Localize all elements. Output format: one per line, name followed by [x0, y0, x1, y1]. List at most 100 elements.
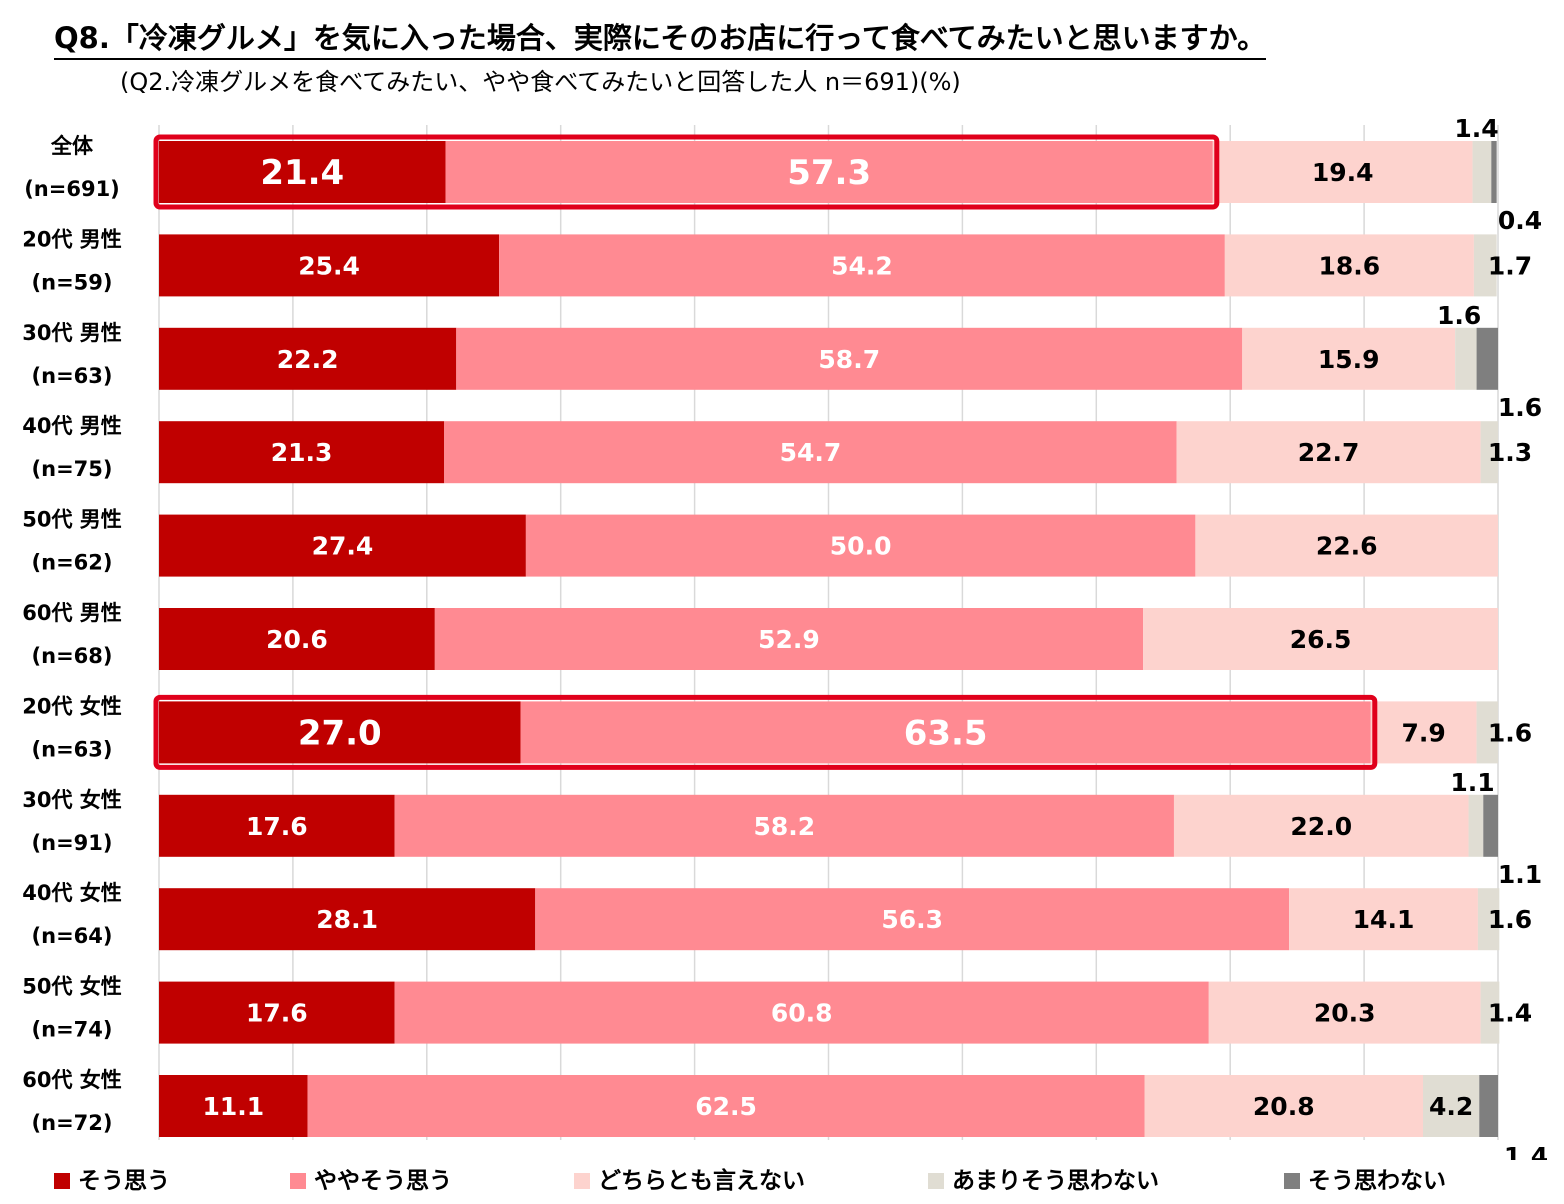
row-n-label: (n=63) — [32, 737, 113, 761]
value-label: 18.6 — [1319, 251, 1381, 280]
chart-subtitle: (Q2.冷凍グルメを食べてみたい、やや食べてみたいと回答した人 n＝691)(%… — [120, 68, 961, 96]
bar-segment — [159, 888, 536, 951]
highlight-frame — [153, 694, 1378, 770]
row-labels: 全体 (n=691) 20代 男性 (n=59) 30代 男性 (n=63) 40代 男性 (… — [22, 134, 122, 1135]
row-label: 20代 女性 — [22, 694, 122, 718]
value-label: 22.6 — [1316, 532, 1378, 561]
bar-segment — [159, 1075, 308, 1137]
bar-segment — [394, 794, 1174, 857]
value-label: 1.6 — [1488, 905, 1532, 934]
value-label: 17.6 — [246, 812, 308, 841]
legend-item: そう思う — [54, 1166, 170, 1196]
row-label: 50代 男性 — [22, 508, 122, 532]
value-label: 20.3 — [1314, 999, 1376, 1028]
legend-label: そう思う — [78, 1168, 170, 1194]
row-label: 40代 女性 — [22, 881, 122, 905]
legend-swatch — [54, 1173, 70, 1189]
value-label: 62.5 — [695, 1092, 757, 1121]
row-n-label: (n=68) — [32, 644, 113, 668]
value-label: 19.4 — [1312, 158, 1374, 187]
bar-segment — [1370, 701, 1477, 764]
row-label: 全体 — [50, 134, 94, 158]
value-label: 11.1 — [202, 1092, 264, 1121]
bar-segment — [1144, 1075, 1424, 1137]
bar-segment — [307, 1075, 1145, 1137]
bar-segment — [1208, 981, 1481, 1044]
value-label: 27.0 — [298, 714, 382, 754]
value-label: 60.8 — [771, 999, 833, 1028]
row-n-label: (n=62) — [32, 551, 113, 575]
bar-segment — [520, 701, 1371, 764]
row-label: 50代 女性 — [22, 975, 122, 999]
bar-segment — [159, 514, 526, 577]
bar-segment — [499, 234, 1225, 297]
value-label: 22.7 — [1298, 438, 1360, 467]
legend-label: そう思わない — [1308, 1168, 1446, 1194]
bar-segment — [159, 608, 435, 670]
value-label: 21.4 — [260, 153, 344, 193]
value-label: 0.4 — [1498, 206, 1542, 235]
bar-segment — [159, 981, 395, 1044]
highlights — [153, 134, 1378, 770]
bar-segment — [1289, 888, 1478, 951]
value-label: 15.9 — [1318, 345, 1380, 374]
value-label: 58.2 — [753, 812, 815, 841]
bar-segment — [445, 141, 1213, 203]
row-label: 20代 男性 — [22, 227, 122, 251]
bar-segment — [1476, 701, 1498, 764]
value-label: 1.4 — [1504, 1142, 1548, 1160]
bar-segment — [1423, 1075, 1480, 1137]
legend-swatch — [1284, 1173, 1300, 1189]
value-label: 4.2 — [1429, 1092, 1473, 1121]
legend-swatch — [928, 1173, 944, 1189]
value-label: 1.6 — [1488, 718, 1532, 747]
stacked-bar-chart: 21.4 57.3 19.4 1.4 0.4 25.4 54.2 18.6 1.7 22.2 58.… — [22, 114, 1548, 1160]
bar-segment — [1224, 234, 1474, 297]
bar-segment — [1242, 327, 1456, 390]
bar-segment — [159, 141, 446, 203]
value-label: 54.2 — [831, 251, 893, 280]
value-label: 57.3 — [787, 153, 871, 193]
bar-segment — [1212, 141, 1473, 203]
value-label: 58.7 — [818, 345, 880, 374]
value-label: 28.1 — [316, 905, 378, 934]
bar-segment — [1479, 1075, 1498, 1137]
bar-segment — [1477, 888, 1500, 951]
value-label: 1.3 — [1488, 438, 1532, 467]
row-label: 30代 男性 — [22, 321, 122, 345]
bar-segment — [394, 981, 1209, 1044]
legend-item: そう思わない — [1284, 1166, 1446, 1196]
row-n-label: (n=63) — [32, 364, 113, 388]
value-label: 22.0 — [1290, 812, 1352, 841]
bar-segment — [1173, 794, 1469, 857]
value-label: 1.7 — [1488, 251, 1532, 280]
row-label: 60代 男性 — [22, 601, 122, 625]
value-label: 25.4 — [298, 251, 360, 280]
row-n-label: (n=64) — [32, 924, 113, 948]
bar-segment — [1176, 421, 1481, 484]
bar-segment — [159, 234, 500, 297]
bar-segment — [159, 794, 395, 857]
bar-segment — [1455, 327, 1477, 390]
value-label: 20.6 — [266, 625, 328, 654]
row-n-label: (n=72) — [32, 1111, 113, 1135]
value-labels: 21.4 57.3 19.4 1.4 0.4 25.4 54.2 18.6 1.7 22.2 58.… — [202, 114, 1548, 1160]
bar-segment — [1468, 794, 1484, 857]
row-label: 60代 女性 — [22, 1068, 122, 1092]
value-label: 54.7 — [780, 438, 842, 467]
value-label: 1.6 — [1437, 301, 1481, 330]
legend: そう思う ややそう思う どちらとも言えない あまりそう思わない そう思わない — [0, 1166, 1564, 1200]
bar-segment — [1472, 141, 1492, 203]
row-label: 40代 男性 — [22, 414, 122, 438]
bar-segment — [1473, 234, 1497, 297]
legend-item: あまりそう思わない — [928, 1166, 1159, 1196]
value-label: 50.0 — [830, 532, 892, 561]
value-label: 1.4 — [1454, 114, 1498, 143]
row-n-label: (n=59) — [32, 270, 113, 294]
bar-segment — [434, 608, 1144, 670]
legend-label: あまりそう思わない — [952, 1168, 1159, 1194]
legend-swatch — [574, 1173, 590, 1189]
value-label: 7.9 — [1402, 718, 1446, 747]
bars — [159, 141, 1500, 1137]
bar-segment — [159, 701, 521, 764]
